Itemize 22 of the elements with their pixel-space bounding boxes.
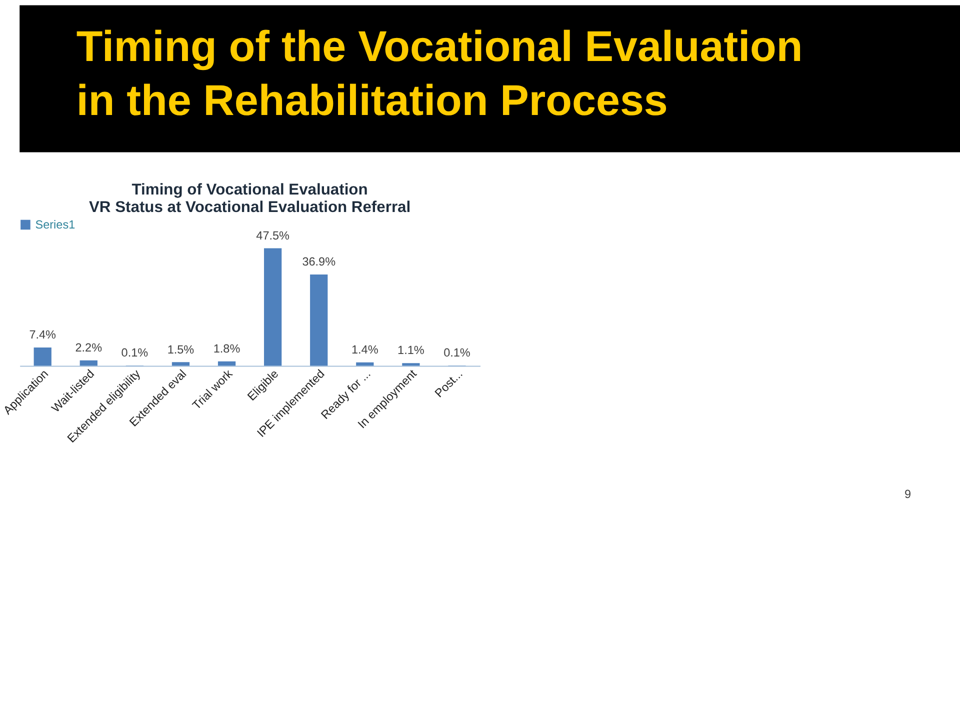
data-label: 36.9% bbox=[302, 256, 336, 269]
bar bbox=[264, 248, 282, 366]
bar bbox=[310, 274, 328, 366]
data-label: 2.2% bbox=[75, 342, 103, 355]
chart-subtitle: Timing of Vocational Evaluation VR Status at Vocational Evaluation Referral bbox=[88, 181, 411, 216]
bar bbox=[402, 363, 420, 366]
data-label: 0.1% bbox=[444, 346, 471, 360]
data-label: 0.1% bbox=[121, 346, 149, 360]
data-label: 1.8% bbox=[213, 342, 241, 356]
bar bbox=[80, 360, 98, 366]
legend-label: Series1 bbox=[35, 218, 76, 232]
data-label: 47.5% bbox=[256, 229, 290, 242]
data-label: 1.1% bbox=[398, 344, 425, 358]
data-label: 7.4% bbox=[29, 328, 57, 342]
bar bbox=[172, 362, 190, 366]
bar bbox=[218, 361, 236, 366]
data-label: 1.5% bbox=[167, 343, 195, 356]
bar bbox=[356, 362, 374, 366]
text: 9 bbox=[904, 488, 912, 502]
data-label: 1.4% bbox=[352, 344, 379, 357]
chart-title: Timing of the Vocational Evaluation in the Rehabilitation Process bbox=[76, 23, 803, 126]
bar bbox=[34, 347, 52, 366]
